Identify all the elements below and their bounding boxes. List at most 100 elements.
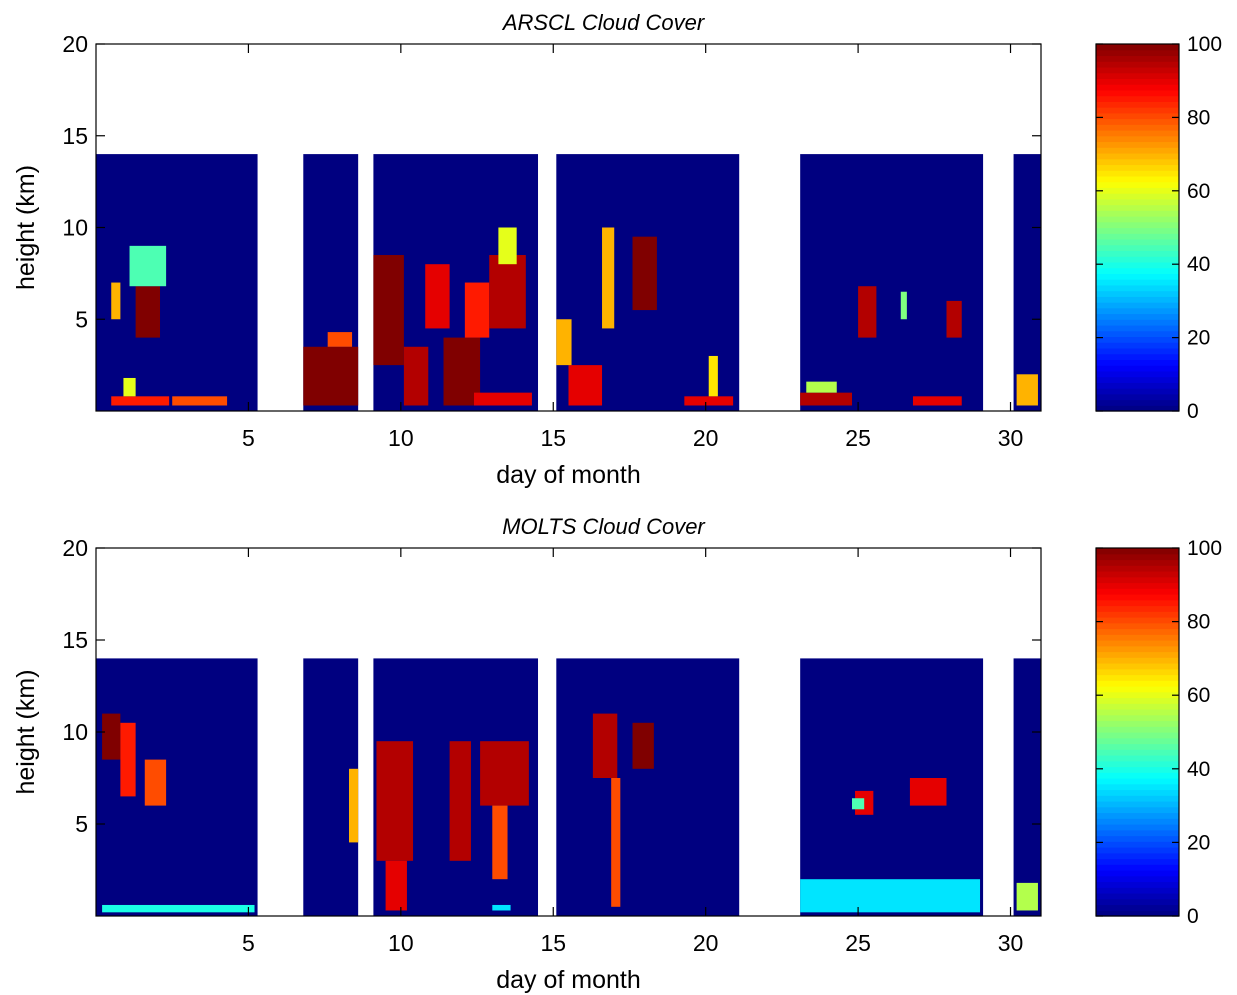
colorbar-band xyxy=(1096,250,1179,257)
colorbar-tick-label: 40 xyxy=(1187,253,1210,276)
data-block-6 xyxy=(1013,154,1041,411)
colorbar-band xyxy=(1096,319,1179,326)
cloud-cell-18 xyxy=(909,778,947,806)
colorbar-band xyxy=(1096,818,1179,825)
cloud-cell-1 xyxy=(111,396,170,406)
colorbar-band xyxy=(1096,686,1179,693)
colorbar-band xyxy=(1096,599,1179,607)
colorbar-band xyxy=(1096,703,1179,710)
colorbar-band xyxy=(1096,296,1179,303)
colorbar-band xyxy=(1096,806,1179,814)
cloud-cell-19 xyxy=(1016,882,1038,911)
colorbar-band xyxy=(1096,204,1179,211)
cloud-cell-27 xyxy=(946,300,962,338)
cloud-cell-4 xyxy=(102,904,255,913)
cloud-cell-5 xyxy=(129,245,167,287)
colorbar-band xyxy=(1096,680,1179,687)
colorbar-band xyxy=(1096,898,1179,906)
data-block-2 xyxy=(303,658,359,916)
cloud-cell-20 xyxy=(632,236,657,311)
chart-title: MOLTS Cloud Cover xyxy=(502,514,706,539)
y-axis-label: height (km) xyxy=(12,669,40,794)
colorbar-band xyxy=(1096,170,1179,177)
colorbar-band xyxy=(1096,112,1179,120)
colorbar-band xyxy=(1096,576,1179,584)
data-block-5 xyxy=(800,658,984,916)
colorbar-band xyxy=(1096,904,1179,911)
data-block-4 xyxy=(556,658,740,916)
colorbar-band xyxy=(1096,382,1179,389)
cloud-cell-15 xyxy=(800,879,981,913)
colorbar-band xyxy=(1096,66,1179,74)
cloud-cell-7 xyxy=(303,346,359,406)
colorbar-band xyxy=(1096,164,1179,171)
y-tick-label: 10 xyxy=(62,215,88,241)
cloud-cell-4 xyxy=(135,286,161,338)
colorbar-band xyxy=(1096,640,1179,647)
colorbar-band xyxy=(1096,732,1179,739)
colorbar-band xyxy=(1096,691,1179,699)
cloud-cell-11 xyxy=(425,264,450,329)
colorbar-band xyxy=(1096,353,1179,360)
y-tick-label: 5 xyxy=(75,811,88,837)
colorbar-band xyxy=(1096,824,1179,831)
colorbar-band xyxy=(1096,663,1179,670)
cloud-cell-2 xyxy=(172,396,228,406)
colorbar-tick-label: 40 xyxy=(1187,758,1210,781)
colorbar-band xyxy=(1096,101,1179,108)
colorbar-band xyxy=(1096,118,1179,125)
colorbar-band xyxy=(1096,78,1179,85)
colorbar-band xyxy=(1096,588,1179,595)
colorbar-band xyxy=(1096,107,1179,114)
data-block-5 xyxy=(800,154,984,411)
colorbar-band xyxy=(1096,801,1179,808)
cloud-cell-12 xyxy=(592,713,618,778)
colorbar-band xyxy=(1096,893,1179,900)
colorbar-frame xyxy=(1095,547,1180,917)
y-tick-label: 15 xyxy=(62,123,88,149)
cloud-cell-9 xyxy=(480,741,529,806)
colorbar-frame xyxy=(1095,43,1180,412)
colorbar-band xyxy=(1096,674,1179,681)
cloud-cell-16 xyxy=(474,392,532,406)
cloud-cell-24 xyxy=(806,381,837,393)
y-tick-label: 15 xyxy=(62,627,88,653)
colorbar-band xyxy=(1096,841,1179,848)
colorbar-band xyxy=(1096,571,1179,578)
x-tick-label: 5 xyxy=(242,425,255,451)
cloud-cell-28 xyxy=(900,291,907,320)
colorbar-band xyxy=(1096,858,1179,865)
colorbar-tick-label: 80 xyxy=(1187,611,1210,634)
colorbar-band xyxy=(1096,370,1179,378)
colorbar-band xyxy=(1096,737,1179,745)
colorbar-band xyxy=(1096,910,1179,917)
colorbar-band xyxy=(1096,273,1179,280)
colorbar-band xyxy=(1096,89,1179,97)
cloud-cell-9 xyxy=(373,255,404,366)
cloud-cell-6 xyxy=(376,741,414,861)
colorbar-band xyxy=(1096,44,1179,51)
colorbar-band xyxy=(1096,795,1179,802)
cloud-cell-13 xyxy=(632,722,654,769)
colorbar-band xyxy=(1096,244,1179,252)
colorbar-band xyxy=(1096,290,1179,297)
colorbar-band xyxy=(1096,582,1179,589)
colorbar-band xyxy=(1096,147,1179,154)
x-tick-label: 25 xyxy=(845,930,871,956)
colorbar-band xyxy=(1096,766,1179,773)
data-block-6 xyxy=(1013,658,1041,916)
y-tick-label: 20 xyxy=(62,31,88,57)
colorbar-band xyxy=(1096,594,1179,601)
colorbar-band xyxy=(1096,336,1179,343)
cloud-cell-6 xyxy=(111,282,121,320)
colorbar-band xyxy=(1096,847,1179,854)
colorbar-band xyxy=(1096,95,1179,102)
colorbar-tick-label: 0 xyxy=(1187,905,1199,928)
colorbar-band xyxy=(1096,152,1179,160)
colorbar-tick-label: 20 xyxy=(1187,831,1210,854)
x-tick-label: 20 xyxy=(693,930,719,956)
colorbar-band xyxy=(1096,181,1179,188)
cloud-cell-1 xyxy=(102,713,121,760)
colorbar-band xyxy=(1096,124,1179,131)
